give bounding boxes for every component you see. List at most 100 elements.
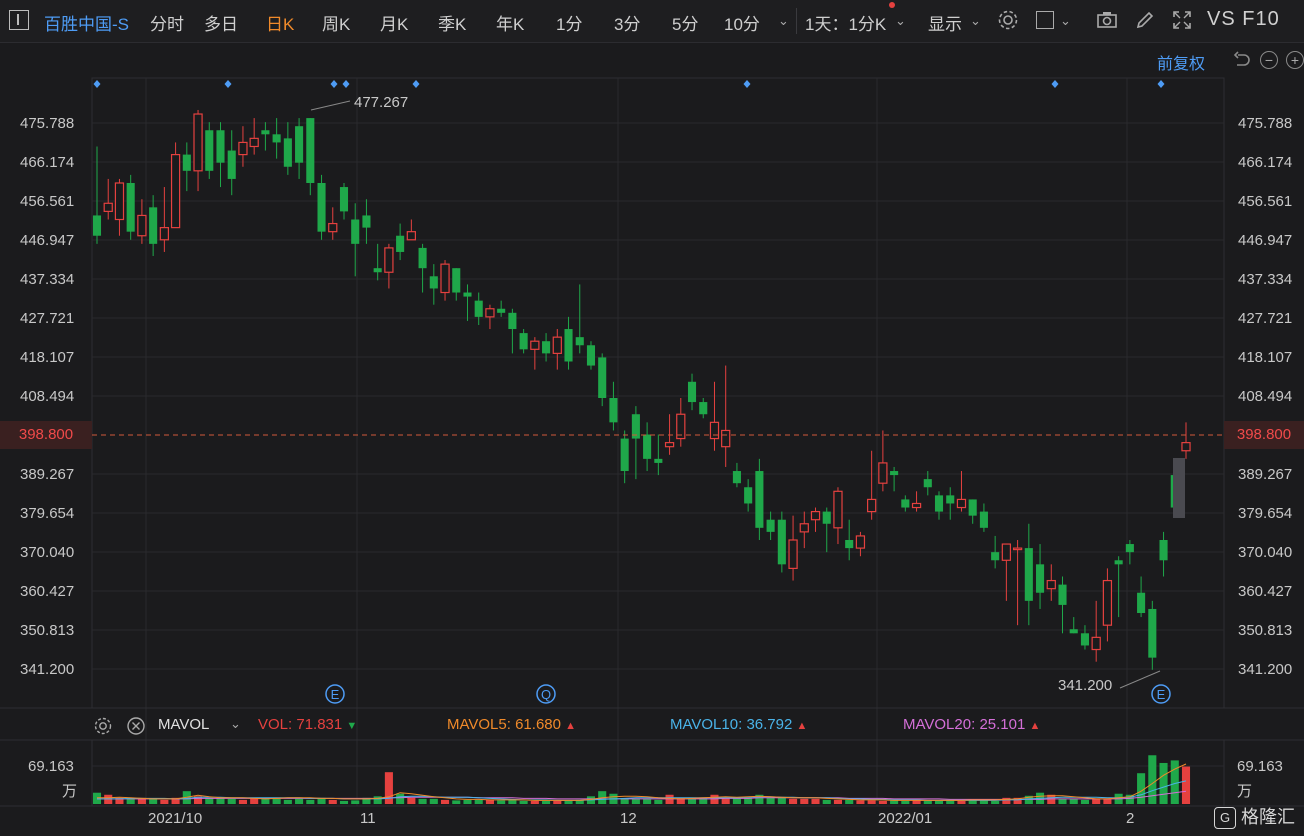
price-tick-left: 379.654 [20,505,74,522]
candle-body [92,215,102,236]
volume-bar [306,799,315,804]
volume-bar [351,800,360,804]
vs-f10-button[interactable]: VS F10 [1207,8,1280,30]
volume-bar [575,799,584,804]
camera-icon[interactable] [1096,9,1118,31]
candle-body [552,336,562,354]
event-diamond-marker [224,80,232,88]
volume-bar [890,800,899,804]
candle-body [306,118,315,183]
tab-monthly-k[interactable]: 月K [380,15,409,34]
volume-bar [631,798,640,804]
candle-body [810,510,821,521]
volume-bar [867,800,876,804]
candle-body [676,413,686,440]
event-diamond-marker [93,80,101,88]
candle-body [822,511,831,524]
price-tick-left: 408.494 [20,388,74,405]
high-annotation-leader [310,100,351,111]
volume-bar [1069,798,1078,804]
fullscreen-icon[interactable] [1171,9,1193,31]
tab-quarterly-k[interactable]: 季K [438,15,467,34]
date-label: 2021/10 [148,810,202,827]
tab-weekly-k[interactable]: 周K [322,15,351,34]
volume-bar [1013,797,1022,804]
tab-3min[interactable]: 3分 [614,15,641,34]
volume-bar [878,800,887,804]
candle-body [1012,547,1023,551]
indicator-close-icon[interactable] [126,716,146,736]
candle-body [317,182,326,232]
candle-body [328,222,338,233]
candle-body [1181,442,1191,452]
tab-intraday[interactable]: 分时 [150,15,184,34]
sidebar-toggle-icon[interactable] [9,10,29,30]
volume-bar [227,798,236,804]
price-tick-right: 427.721 [1238,310,1292,327]
volume-bar [126,798,135,804]
event-diamond-marker [342,80,350,88]
chevron-down-icon[interactable]: ⌄ [1060,13,1071,28]
volume-bar [362,797,371,804]
pencil-draw-icon[interactable] [1134,9,1156,31]
price-tick-left: 456.561 [20,193,74,210]
volume-bar [979,799,988,804]
tab-10min[interactable]: 10分 [724,15,760,34]
volume-bar [553,800,562,804]
chevron-down-icon[interactable]: ⌄ [778,13,789,28]
tab-daily-k[interactable]: 日K [266,15,295,34]
candle-body [159,227,170,241]
candle-body [991,552,1000,561]
chevron-down-icon[interactable]: ⌄ [970,13,981,28]
mavol20-label: MAVOL20: 25.101 ▲ [903,716,1041,733]
quarterly-event-badge[interactable]: Q [536,684,556,704]
chart-grid [92,78,1224,806]
tab-1min[interactable]: 1分 [556,15,583,34]
volume-bar [250,798,259,804]
volume-bar [485,799,494,804]
volume-bar [1103,798,1112,804]
candle-body [373,268,382,273]
vol-label: VOL: 71.831 ▼ [258,716,358,733]
candle-body [193,113,203,172]
tab-yearly-k[interactable]: 年K [496,15,525,34]
volume-bar [721,797,730,804]
candles-layer [92,109,1191,670]
candle-body [351,219,360,244]
up-arrow-icon: ▲ [796,720,808,732]
indicator-settings-icon[interactable] [93,716,113,736]
earnings-event-badge[interactable]: E [1151,684,1171,704]
volume-bar [856,800,865,804]
event-diamond-marker [1157,80,1165,88]
price-gap-block [1173,458,1185,518]
volume-bar [744,796,753,804]
candle-body [362,215,371,228]
svg-text:Q: Q [541,687,551,702]
chevron-down-icon[interactable]: ⌄ [895,13,906,28]
volume-bar [845,799,854,804]
settings-gear-icon[interactable] [997,9,1019,31]
volume-bar [912,800,921,804]
indicator-name[interactable]: MAVOL [158,716,210,733]
volume-bar [193,796,203,804]
zoom-out-icon[interactable]: − [1260,51,1278,69]
price-tick-right: 360.427 [1238,583,1292,600]
candle-body [508,312,517,330]
volume-bar [1159,762,1168,804]
earnings-event-badge[interactable]: E [325,684,345,704]
chart-type-square-icon[interactable] [1036,11,1054,29]
volume-bar [452,800,461,804]
volume-bar [373,796,382,804]
candle-body [1080,633,1090,646]
tab-5min[interactable]: 5分 [672,15,699,34]
display-menu[interactable]: 显示 [928,15,962,34]
tab-multi-day[interactable]: 多日 [204,15,238,34]
adjust-mode-button[interactable]: 前复权 [1157,56,1206,73]
volume-bar [833,799,843,804]
chevron-down-icon[interactable]: ⌄ [230,716,241,731]
undo-icon[interactable] [1232,51,1252,71]
interval-select[interactable]: 1天：1分K [805,15,887,34]
stock-symbol[interactable]: 百胜中国-S [44,15,129,34]
candle-body [968,499,977,516]
